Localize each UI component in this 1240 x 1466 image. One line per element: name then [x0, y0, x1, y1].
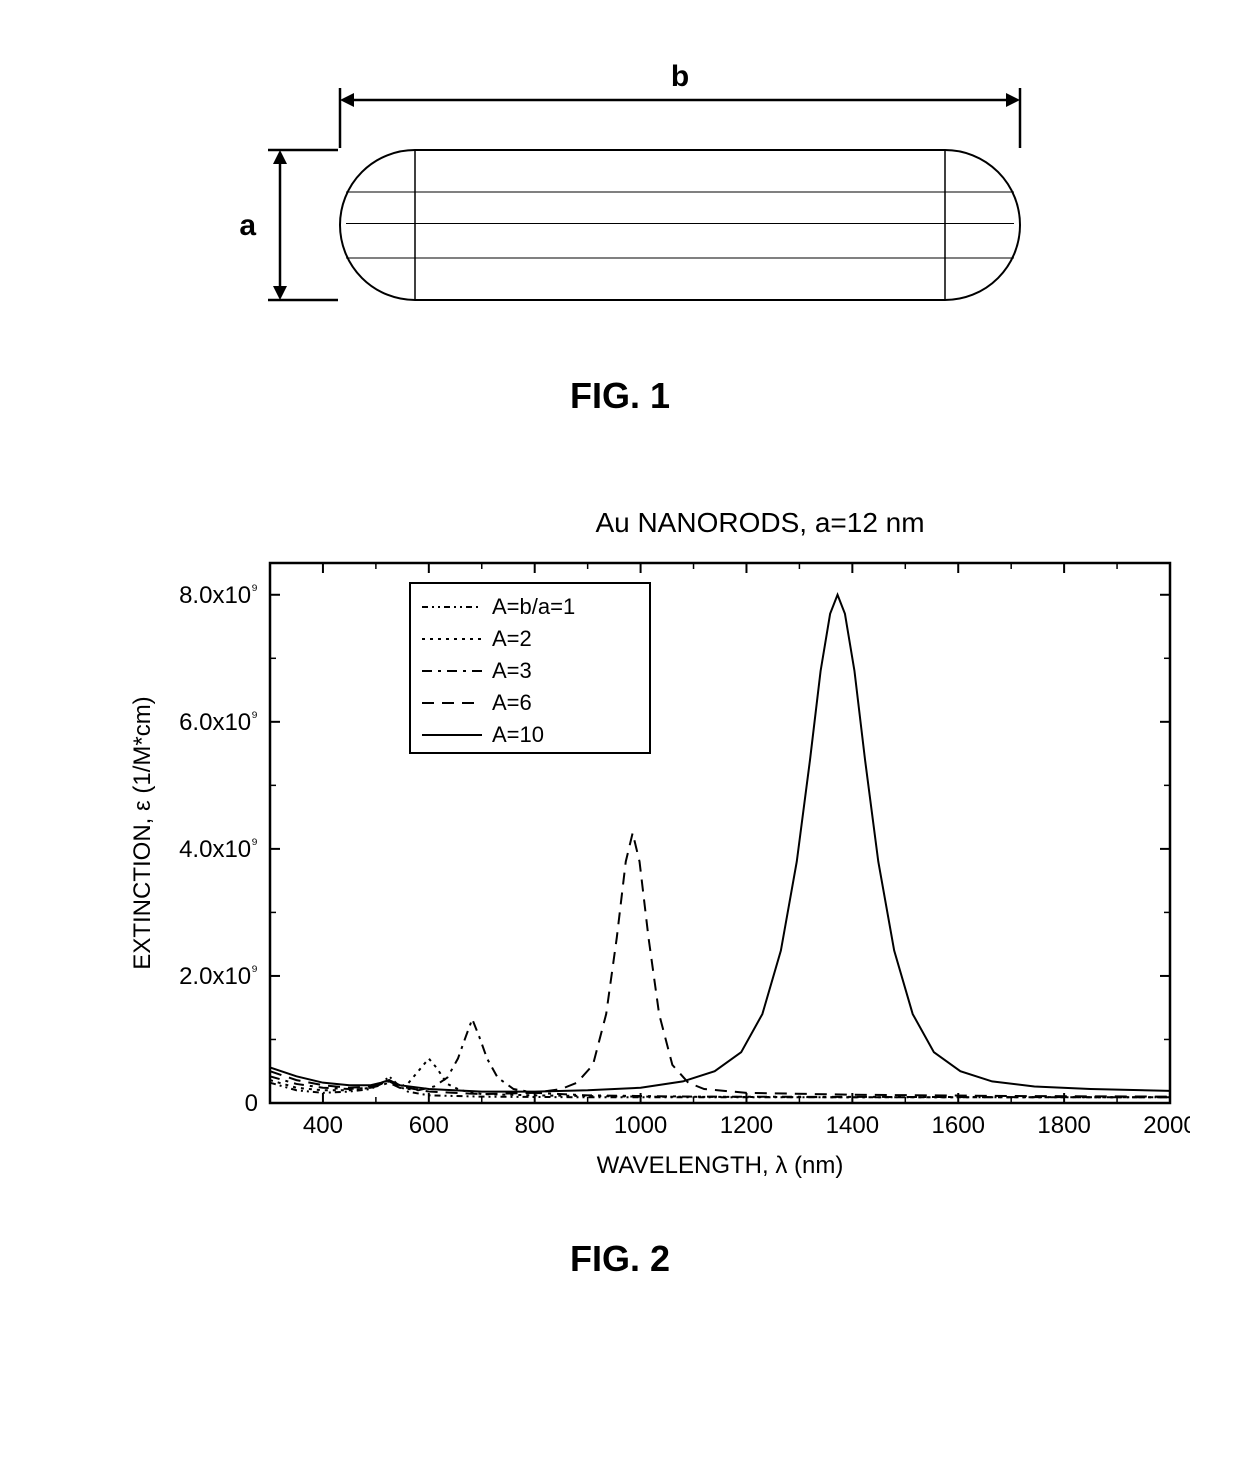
svg-text:EXTINCTION, ε (1/M*cm): EXTINCTION, ε (1/M*cm)	[129, 696, 156, 969]
svg-text:WAVELENGTH, λ (nm): WAVELENGTH, λ (nm)	[597, 1152, 844, 1179]
svg-text:8.0x10⁹: 8.0x10⁹	[179, 581, 258, 609]
figure-2-caption: FIG. 2	[570, 1238, 670, 1280]
svg-text:400: 400	[303, 1112, 343, 1139]
svg-text:2000: 2000	[1143, 1112, 1190, 1139]
svg-text:A=3: A=3	[492, 658, 532, 683]
svg-text:800: 800	[515, 1112, 555, 1139]
figure-1-caption: FIG. 1	[570, 375, 670, 417]
svg-text:1600: 1600	[932, 1112, 985, 1139]
svg-text:2.0x10⁹: 2.0x10⁹	[179, 962, 258, 990]
svg-text:0: 0	[245, 1090, 258, 1117]
figure-2: Au NANORODS, a=12 nm 400 600 800 1000 1200 14…	[110, 507, 1190, 1208]
svg-text:A=b/a=1: A=b/a=1	[492, 594, 575, 619]
svg-text:1400: 1400	[826, 1112, 879, 1139]
extinction-chart: 400 600 800 1000 1200 1400 1600 1800 2000 0 2.0x10…	[110, 543, 1190, 1203]
svg-text:A=10: A=10	[492, 722, 544, 747]
svg-text:b: b	[671, 60, 689, 93]
svg-text:4.0x10⁹: 4.0x10⁹	[179, 835, 258, 863]
svg-text:A=6: A=6	[492, 690, 532, 715]
nanorod-diagram: ba	[220, 60, 1050, 320]
svg-text:1000: 1000	[614, 1112, 667, 1139]
figure-1: ba	[220, 60, 1050, 325]
svg-text:6.0x10⁹: 6.0x10⁹	[179, 708, 258, 736]
chart-title: Au NANORODS, a=12 nm	[330, 507, 1190, 539]
svg-text:A=2: A=2	[492, 626, 532, 651]
svg-text:a: a	[239, 209, 256, 242]
svg-text:600: 600	[409, 1112, 449, 1139]
svg-text:1200: 1200	[720, 1112, 773, 1139]
svg-text:1800: 1800	[1037, 1112, 1090, 1139]
